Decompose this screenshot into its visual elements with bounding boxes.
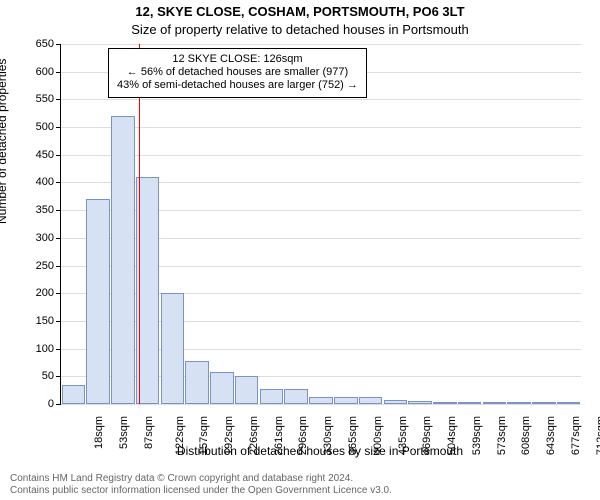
x-tick-label: 643sqm	[545, 416, 557, 455]
y-tick-mark	[56, 44, 60, 45]
histogram-bar	[384, 400, 408, 404]
y-tick-label: 650	[14, 38, 54, 50]
histogram-bar	[260, 389, 284, 404]
histogram-bar	[433, 402, 457, 404]
gridline	[61, 404, 581, 405]
plot-area	[60, 44, 581, 405]
y-tick-label: 350	[14, 204, 54, 216]
annotation-line: 43% of semi-detached houses are larger (…	[117, 79, 358, 92]
footer-line-1: Contains HM Land Registry data © Crown c…	[10, 473, 392, 485]
histogram-bar	[185, 361, 209, 404]
reference-line	[139, 44, 140, 404]
histogram-bar	[86, 199, 110, 404]
x-tick-label: 53sqm	[118, 416, 130, 449]
x-tick-label: 122sqm	[174, 416, 186, 455]
y-tick-label: 200	[14, 287, 54, 299]
x-tick-label: 608sqm	[520, 416, 532, 455]
x-tick-label: 296sqm	[298, 416, 310, 455]
y-tick-label: 0	[14, 398, 54, 410]
x-tick-label: 712sqm	[595, 416, 600, 455]
chart-container: 12, SKYE CLOSE, COSHAM, PORTSMOUTH, PO6 …	[0, 0, 600, 500]
x-tick-label: 400sqm	[372, 416, 384, 455]
x-tick-label: 226sqm	[248, 416, 260, 455]
histogram-bar	[507, 402, 531, 404]
annotation-box: 12 SKYE CLOSE: 126sqm← 56% of detached h…	[108, 48, 367, 98]
y-tick-label: 50	[14, 370, 54, 382]
histogram-bar	[359, 397, 383, 404]
y-tick-mark	[56, 155, 60, 156]
histogram-bar	[309, 397, 333, 404]
histogram-bar	[235, 376, 259, 404]
y-tick-label: 300	[14, 232, 54, 244]
y-tick-label: 150	[14, 315, 54, 327]
y-tick-label: 400	[14, 176, 54, 188]
histogram-bar	[557, 402, 581, 404]
x-tick-label: 504sqm	[446, 416, 458, 455]
x-tick-label: 330sqm	[322, 416, 334, 455]
y-tick-mark	[56, 266, 60, 267]
x-tick-label: 469sqm	[421, 416, 433, 455]
histogram-bar	[161, 293, 185, 404]
histogram-bar	[62, 385, 86, 404]
histogram-bar	[408, 401, 432, 404]
y-tick-mark	[56, 210, 60, 211]
x-tick-label: 435sqm	[397, 416, 409, 455]
y-tick-label: 250	[14, 260, 54, 272]
y-tick-mark	[56, 127, 60, 128]
x-tick-label: 18sqm	[93, 416, 105, 449]
y-tick-mark	[56, 182, 60, 183]
y-tick-mark	[56, 349, 60, 350]
histogram-bar	[458, 402, 482, 404]
y-tick-label: 500	[14, 121, 54, 133]
y-tick-mark	[56, 376, 60, 377]
histogram-bar	[532, 402, 556, 404]
y-tick-label: 600	[14, 66, 54, 78]
footer-attribution: Contains HM Land Registry data © Crown c…	[10, 473, 392, 496]
x-tick-label: 157sqm	[199, 416, 211, 455]
chart-title-address: 12, SKYE CLOSE, COSHAM, PORTSMOUTH, PO6 …	[0, 4, 600, 19]
y-tick-mark	[56, 72, 60, 73]
histogram-bar	[483, 402, 507, 404]
x-tick-label: 192sqm	[223, 416, 235, 455]
x-tick-label: 677sqm	[570, 416, 582, 455]
histogram-bar	[111, 116, 135, 404]
chart-title-description: Size of property relative to detached ho…	[0, 22, 600, 37]
x-tick-label: 573sqm	[496, 416, 508, 455]
y-tick-label: 550	[14, 93, 54, 105]
annotation-line: ← 56% of detached houses are smaller (97…	[117, 66, 358, 79]
y-tick-mark	[56, 293, 60, 294]
x-tick-label: 87sqm	[143, 416, 155, 449]
x-tick-label: 365sqm	[347, 416, 359, 455]
histogram-bar	[334, 397, 358, 404]
y-axis-label: Number of detached properties	[0, 59, 9, 224]
annotation-line: 12 SKYE CLOSE: 126sqm	[117, 53, 358, 66]
histogram-bar	[210, 372, 234, 404]
histogram-bar	[284, 389, 308, 404]
x-tick-label: 261sqm	[273, 416, 285, 455]
y-tick-mark	[56, 238, 60, 239]
footer-line-2: Contains public sector information licen…	[10, 485, 392, 497]
y-tick-mark	[56, 404, 60, 405]
y-tick-mark	[56, 321, 60, 322]
x-tick-label: 539sqm	[471, 416, 483, 455]
y-tick-mark	[56, 99, 60, 100]
y-tick-label: 100	[14, 343, 54, 355]
y-tick-label: 450	[14, 149, 54, 161]
